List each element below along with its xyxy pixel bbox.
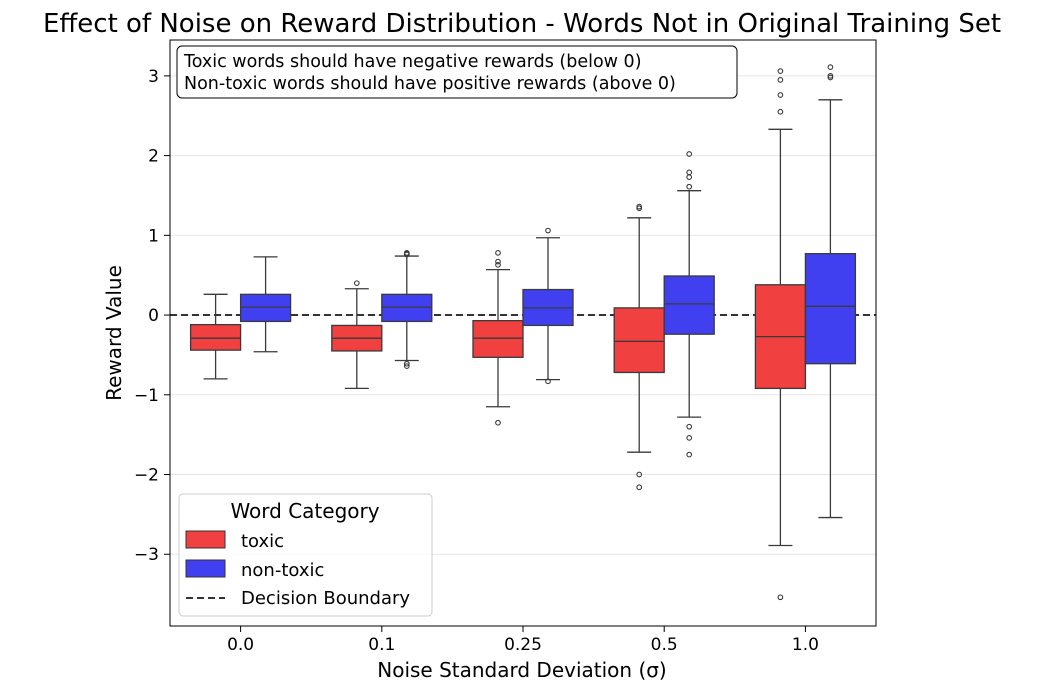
outlier-point	[827, 73, 834, 79]
box-group-toxic	[472, 250, 524, 426]
annotation-line-1: Toxic words should have negative rewards…	[183, 52, 642, 72]
y-tick-label: −1	[134, 386, 159, 406]
x-tick-label: 0.25	[504, 635, 542, 655]
outlier-point	[686, 169, 693, 176]
x-tick-label: 1.0	[792, 635, 819, 655]
box-group-non-toxic	[239, 256, 292, 353]
box-toxic	[472, 319, 524, 358]
outlier-point	[636, 484, 643, 491]
outlier-point	[686, 151, 693, 157]
box-non-toxic	[381, 293, 433, 323]
y-tick-label: 2	[148, 147, 159, 167]
box-toxic	[613, 307, 665, 374]
box-group-non-toxic	[663, 151, 715, 458]
y-axis-ticks: −3 −2 −1 0 1 2 3	[134, 67, 170, 565]
outlier-point	[777, 68, 784, 74]
x-tick-label: 0.5	[651, 635, 678, 655]
legend-title: Word Category	[230, 499, 379, 523]
outlier-point	[686, 451, 693, 458]
outlier-point	[777, 594, 784, 601]
outlier-point	[636, 471, 643, 478]
outlier-point	[403, 363, 410, 369]
outlier-point	[545, 378, 551, 385]
box-group-non-toxic	[522, 227, 574, 385]
outlier-point	[827, 64, 834, 70]
annotation-line-2: Non-toxic words should have positive rew…	[184, 74, 676, 94]
outlier-point	[353, 280, 360, 287]
outlier-point	[495, 258, 501, 265]
outlier-point	[686, 174, 693, 180]
y-tick-label: 1	[148, 226, 159, 246]
box-group-toxic	[613, 203, 665, 491]
outlier-point	[636, 203, 643, 210]
outlier-point	[403, 360, 410, 367]
outlier-point	[545, 227, 551, 234]
box-non-toxic	[239, 293, 292, 323]
box-group-toxic	[331, 280, 383, 390]
box-group-toxic	[189, 293, 242, 380]
box-non-toxic	[663, 275, 715, 335]
outlier-point	[495, 250, 501, 256]
annotation-box	[176, 45, 738, 99]
legend-label-toxic: toxic	[241, 531, 284, 552]
legend: Word Category toxic non-toxic Decision B…	[178, 493, 433, 617]
y-tick-label: −3	[134, 545, 159, 565]
x-axis-label: Noise Standard Deviation (σ)	[377, 658, 666, 682]
legend-label-non-toxic: non-toxic	[241, 560, 324, 581]
outlier-point	[686, 434, 693, 441]
outlier-point	[777, 92, 784, 98]
annotation: Toxic words should have negative rewards…	[176, 45, 738, 99]
box-group-non-toxic	[381, 250, 433, 369]
box-group-toxic	[754, 68, 807, 601]
box-group-non-toxic	[804, 64, 857, 519]
legend-swatch-non-toxic	[185, 559, 226, 578]
legend-label-decision-boundary: Decision Boundary	[241, 588, 410, 609]
x-tick-label: 0.1	[368, 635, 395, 655]
y-axis-label: Reward Value	[102, 265, 126, 401]
legend-frame	[178, 493, 433, 617]
box-non-toxic	[804, 253, 857, 365]
x-axis-ticks: 0.0 0.1 0.25 0.5 1.0	[227, 626, 819, 655]
y-tick-label: 0	[148, 306, 159, 326]
y-tick-label: 3	[148, 67, 159, 87]
box-toxic	[189, 323, 242, 351]
outlier-point	[686, 423, 693, 430]
outlier-point	[495, 419, 501, 426]
chart-title: Effect of Noise on Reward Distribution -…	[43, 9, 1001, 39]
outlier-point	[495, 261, 501, 268]
legend-swatch-toxic	[185, 530, 226, 549]
y-tick-label: −2	[134, 466, 159, 486]
box-plots	[189, 64, 857, 601]
outlier-point	[403, 250, 410, 256]
x-tick-label: 0.0	[227, 635, 254, 655]
outlier-point	[777, 108, 784, 115]
outlier-point	[777, 77, 784, 83]
outlier-point	[686, 183, 693, 190]
